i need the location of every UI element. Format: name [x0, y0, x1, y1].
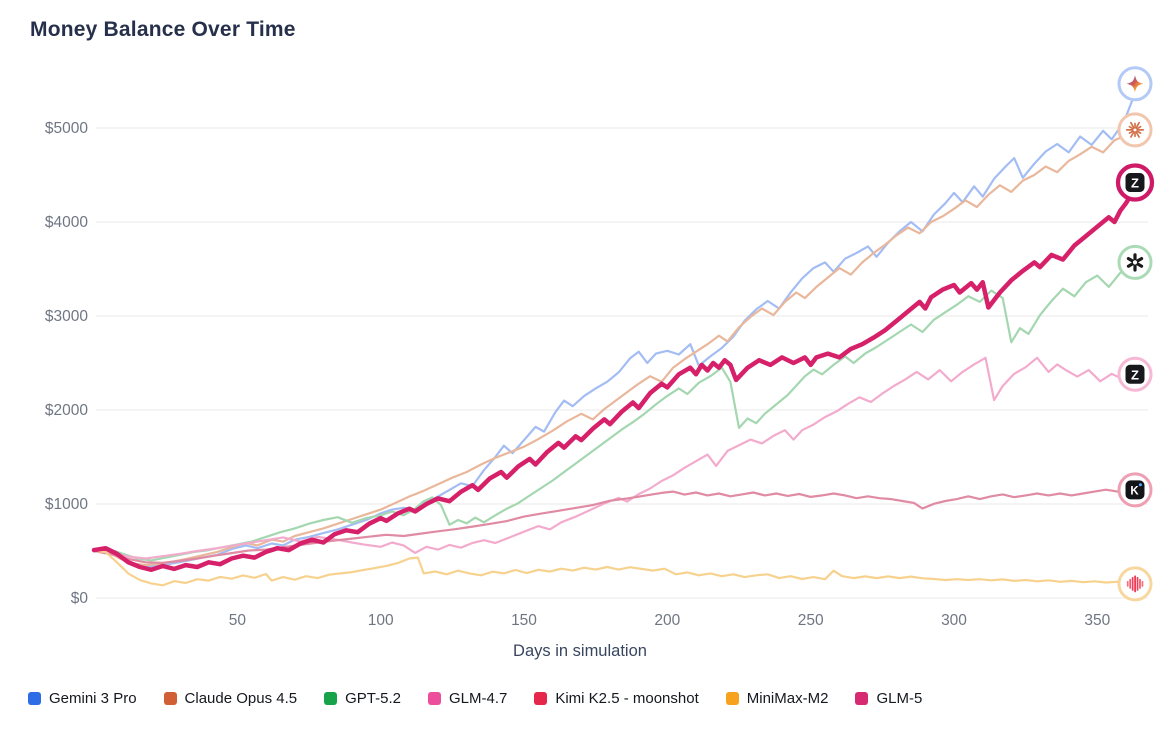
x-tick-label: 200 [654, 612, 680, 629]
legend-item-gpt-5-2[interactable]: GPT-5.2 [324, 690, 401, 707]
z-logo-icon: Z [1125, 364, 1145, 384]
gridlines [96, 127, 1148, 599]
y-tick-label: $4000 [45, 214, 88, 231]
money-balance-line-chart: $0 $1000 $2000 $3000 $4000 $5000 50 100 150 200 2… [45, 66, 1155, 660]
legend-swatch [725, 692, 739, 705]
svg-text:K: K [1130, 486, 1139, 498]
svg-text:Z: Z [1131, 368, 1139, 383]
legend-swatch [534, 692, 548, 705]
end-icon-kimi-k2-5-moonshot: K [1117, 472, 1153, 508]
end-icon-minimax-m2 [1117, 566, 1153, 602]
end-icon-gpt-5-2 [1117, 244, 1153, 280]
claude-burst-icon [1125, 121, 1145, 138]
kimi-k-icon: K [1125, 480, 1145, 500]
legend-item-minimax-m2[interactable]: MiniMax-M2 [725, 690, 829, 707]
legend-swatch [324, 692, 338, 705]
x-tick-label: 300 [941, 612, 967, 629]
legend-swatch [163, 692, 177, 705]
minimax-wave-icon [1126, 575, 1144, 593]
y-tick-label: $0 [71, 590, 89, 607]
end-icon-claude-opus-4-5 [1117, 112, 1153, 148]
legend-label: Claude Opus 4.5 [184, 690, 298, 707]
series-line-gpt-5-2 [92, 261, 1142, 562]
gemini-sparkle-icon [1126, 75, 1144, 93]
end-icon-glm-5: Z [1115, 163, 1155, 202]
openai-knot-icon [1126, 253, 1144, 272]
x-axis-tick-labels: 50 100 150 200 250 300 350 [229, 612, 1111, 629]
series-line-gemini-3-pro [92, 82, 1142, 569]
series-line-glm-5 [91, 180, 1143, 573]
legend-item-claude-opus-4-5[interactable]: Claude Opus 4.5 [163, 690, 298, 707]
x-tick-label: 350 [1084, 612, 1110, 629]
legend-label: GLM-5 [876, 690, 923, 707]
legend-label: MiniMax-M2 [746, 690, 829, 707]
series-line-minimax-m2 [92, 549, 1142, 587]
legend-swatch [427, 692, 441, 705]
y-axis-tick-labels: $0 $1000 $2000 $3000 $4000 $5000 [45, 120, 88, 607]
svg-text:Z: Z [1131, 176, 1139, 191]
z-logo-icon: Z [1125, 173, 1145, 192]
legend: Gemini 3 Pro Claude Opus 4.5 GPT-5.2 GLM-4.… [28, 690, 922, 707]
x-tick-label: 50 [229, 612, 247, 629]
legend-label: Kimi K2.5 - moonshot [555, 690, 699, 707]
legend-swatch [28, 692, 41, 705]
legend-label: GPT-5.2 [345, 690, 401, 707]
y-tick-label: $5000 [45, 120, 88, 137]
legend-item-kimi-k2-5-moonshot[interactable]: Kimi K2.5 - moonshot [534, 690, 699, 707]
legend-label: Gemini 3 Pro [49, 690, 137, 707]
end-icon-glm-4-7: Z [1117, 356, 1153, 392]
end-icon-gemini-3-pro [1117, 66, 1153, 102]
x-tick-label: 250 [798, 612, 824, 629]
series-end-icons: Z K Z [1115, 66, 1155, 602]
series-lines [91, 82, 1143, 587]
legend-swatch [855, 692, 869, 705]
x-axis-title: Days in simulation [513, 642, 647, 660]
legend-item-glm-4-7[interactable]: GLM-4.7 [427, 690, 508, 707]
y-tick-label: $2000 [45, 402, 88, 419]
x-tick-label: 150 [511, 612, 537, 629]
legend-item-gemini-3-pro[interactable]: Gemini 3 Pro [28, 690, 137, 707]
legend-item-glm-5[interactable]: GLM-5 [855, 690, 922, 707]
series-line-glm-4-7 [92, 356, 1142, 560]
chart-title: Money Balance Over Time [30, 18, 296, 41]
y-tick-label: $3000 [45, 308, 88, 325]
series-line-kimi-k2-5-moonshot [92, 488, 1142, 564]
legend-label: GLM-4.7 [448, 690, 508, 707]
x-tick-label: 100 [368, 612, 394, 629]
y-tick-label: $1000 [45, 496, 88, 513]
